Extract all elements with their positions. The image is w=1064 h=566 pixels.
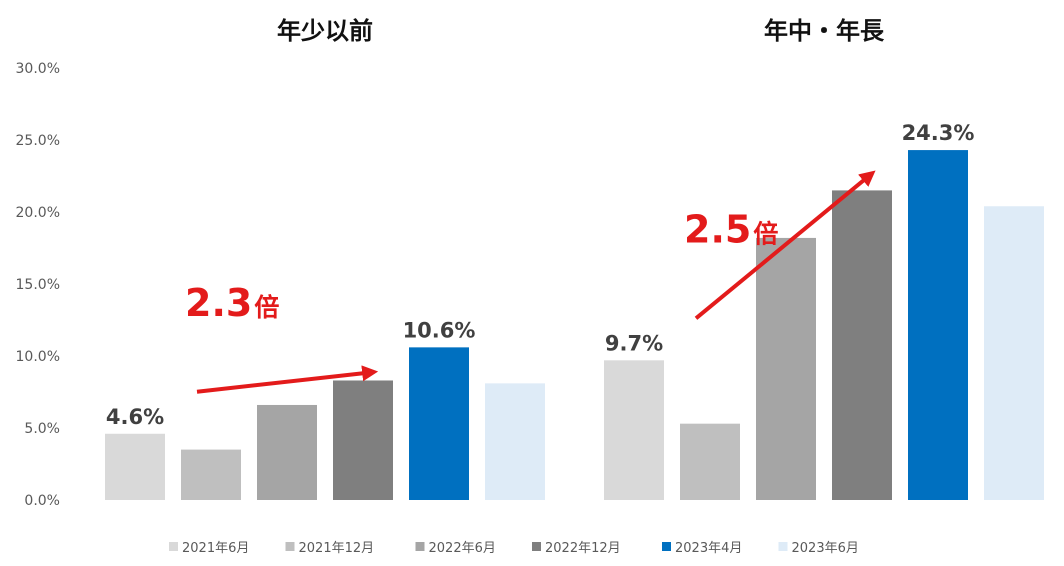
y-tick-label: 5.0% (24, 421, 60, 437)
bar (181, 449, 241, 500)
legend-label: 2022年12月 (545, 541, 621, 556)
group-title: 年中・年長 (764, 17, 885, 45)
bar (105, 433, 165, 500)
bar (832, 190, 892, 500)
y-tick-label: 10.0% (16, 349, 60, 365)
y-tick-label: 20.0% (16, 205, 60, 221)
bar (409, 347, 469, 500)
legend-label: 2021年12月 (299, 541, 375, 556)
legend-label: 2022年6月 (429, 541, 496, 556)
legend-swatch (532, 542, 541, 551)
growth-suffix: 倍 (753, 219, 778, 248)
data-label: 4.6% (106, 405, 164, 429)
growth-factor: 2.5 (684, 207, 751, 251)
y-tick-label: 0.0% (24, 493, 60, 509)
bar (756, 237, 816, 501)
bar (908, 150, 968, 500)
legend-swatch (662, 542, 671, 551)
y-tick-label: 30.0% (16, 61, 60, 77)
bar (680, 423, 740, 500)
growth-annotation: 2.5倍 (684, 207, 778, 251)
y-tick-label: 25.0% (16, 133, 60, 149)
growth-arrow (196, 365, 379, 394)
growth-annotation: 2.3倍 (185, 281, 279, 325)
legend-swatch (415, 542, 425, 551)
growth-suffix: 倍 (254, 293, 279, 322)
legend-label: 2023年6月 (792, 541, 859, 556)
bar (333, 380, 393, 500)
legend-swatch (285, 542, 295, 551)
data-label: 24.3% (902, 121, 975, 145)
growth-arrow (694, 170, 876, 320)
bar (257, 404, 317, 500)
bar (984, 206, 1044, 501)
bar (485, 383, 545, 500)
data-label: 10.6% (403, 318, 476, 342)
bar (604, 360, 664, 500)
legend-swatch (169, 542, 178, 551)
y-tick-label: 15.0% (16, 277, 60, 293)
growth-factor: 2.3 (185, 281, 252, 325)
legend-swatch (778, 542, 788, 551)
legend-label: 2021年6月 (182, 541, 249, 556)
data-label: 9.7% (605, 331, 663, 355)
legend-label: 2023年4月 (675, 541, 742, 556)
group-title: 年少以前 (277, 17, 373, 45)
